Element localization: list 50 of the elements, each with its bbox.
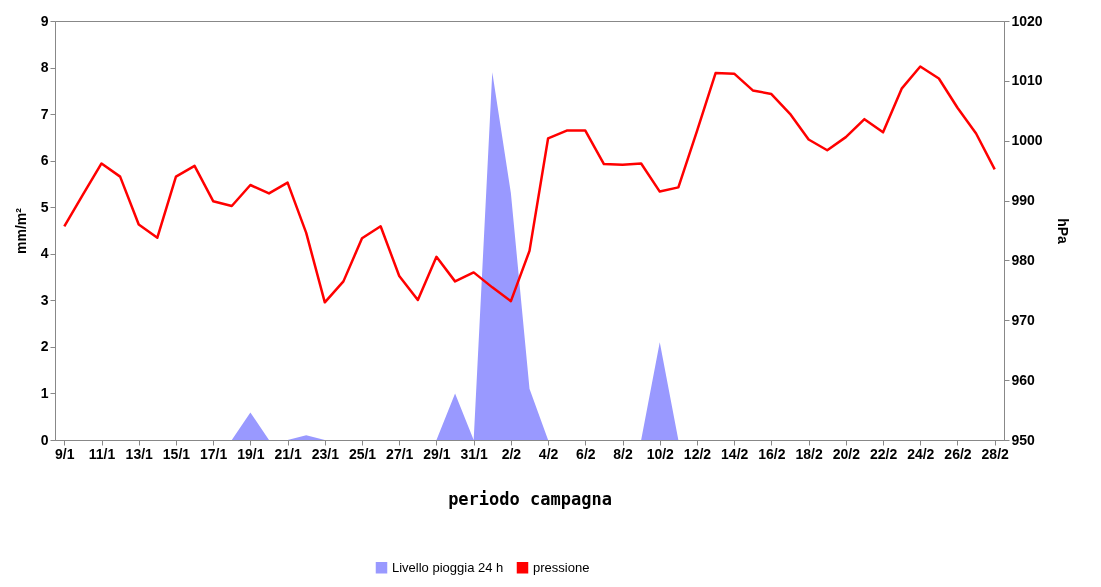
y2-tick-label: 960 [1011, 371, 1036, 388]
x-tick-label: 14/2 [721, 445, 749, 462]
x-tick-label: 4/2 [538, 445, 559, 462]
x-tick-label: 8/2 [613, 445, 633, 462]
y-axis-title: mm/m² [12, 207, 29, 254]
y2-tick-label: 980 [1011, 251, 1036, 268]
x-tick-label: 31/1 [460, 445, 489, 462]
x-tick-label: 20/2 [832, 445, 861, 462]
y-tick-label: 6 [40, 152, 49, 169]
y2-axis-title: hPa [1054, 218, 1071, 245]
y-tick-label: 3 [40, 291, 49, 308]
x-tick-label: 12/2 [683, 445, 712, 462]
x-tick-label: 28/2 [981, 445, 1010, 462]
x-tick-label: 25/1 [348, 445, 377, 462]
x-axis-title: periodo campagna [448, 488, 612, 509]
legend-label: pressione [533, 559, 590, 575]
y-tick-label: 7 [40, 105, 49, 122]
y-tick-label: 4 [40, 245, 49, 262]
y2-tick-label: 1000 [1011, 132, 1043, 149]
x-tick-label: 11/1 [88, 445, 116, 462]
x-tick-label: 26/2 [944, 445, 972, 462]
x-tick-label: 6/2 [576, 445, 596, 462]
y-tick-label: 1 [40, 384, 49, 401]
x-tick-label: 29/1 [423, 445, 451, 462]
x-tick-label: 17/1 [200, 445, 228, 462]
x-tick-label: 9/1 [55, 445, 75, 462]
y2-tick-label: 950 [1011, 431, 1036, 448]
x-tick-label: 15/1 [162, 445, 191, 462]
line-series [63, 65, 996, 304]
x-tick-label: 27/1 [386, 445, 414, 462]
y-tick-label: 0 [40, 431, 49, 448]
x-tick-label: 16/2 [758, 445, 786, 462]
y-tick-label: 8 [40, 59, 49, 76]
x-tick-label: 22/2 [869, 445, 898, 462]
x-tick-label: 21/1 [274, 445, 302, 462]
y2-tick-label: 970 [1011, 311, 1036, 328]
x-tick-label: 2/2 [501, 445, 522, 462]
x-tick-label: 23/1 [311, 445, 340, 462]
x-tick-label: 18/2 [795, 445, 823, 462]
x-tick-label: 24/2 [907, 445, 935, 462]
y-tick-label: 5 [40, 198, 49, 215]
y2-tick-label: 990 [1011, 192, 1036, 209]
y2-tick-label: 1010 [1011, 72, 1043, 89]
y-tick-label: 9 [40, 12, 49, 29]
x-tick-label: 13/1 [125, 445, 154, 462]
legend-label: Livello pioggia 24 h [392, 559, 504, 575]
x-tick-label: 10/2 [646, 445, 675, 462]
x-tick-label: 19/1 [237, 445, 265, 462]
y2-tick-label: 1020 [1011, 12, 1043, 29]
y-tick-label: 2 [40, 338, 49, 355]
